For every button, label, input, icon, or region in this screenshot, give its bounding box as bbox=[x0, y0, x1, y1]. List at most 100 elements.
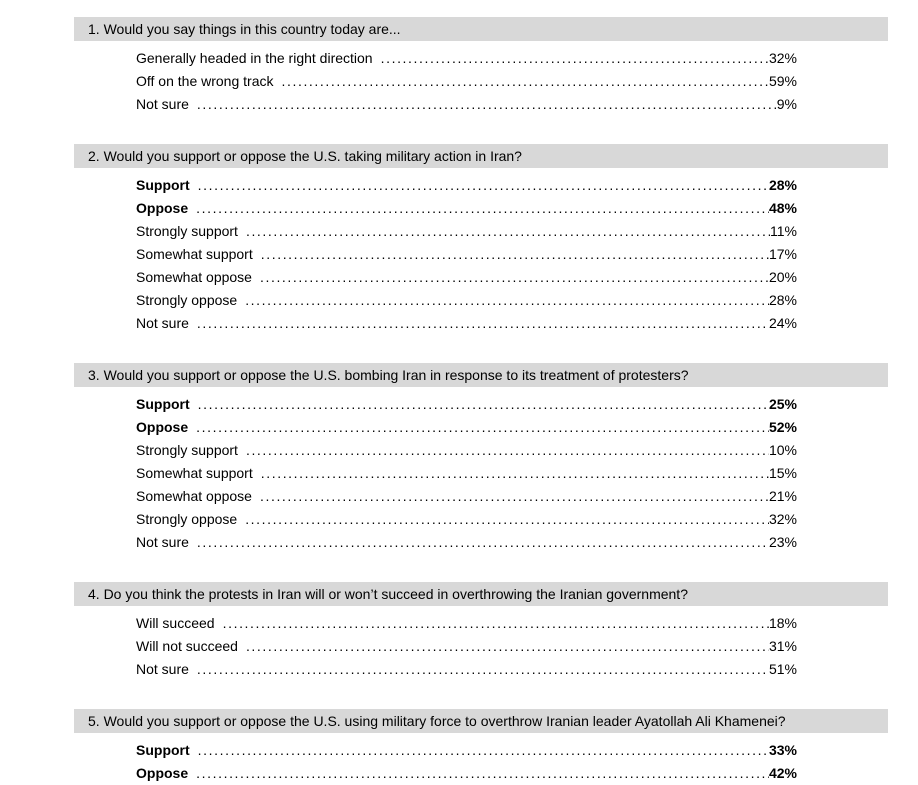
dot-leader bbox=[198, 174, 769, 197]
dot-leader bbox=[260, 266, 769, 289]
response-label: Strongly oppose bbox=[136, 511, 238, 527]
question-section: 3. Would you support or oppose the U.S. … bbox=[74, 363, 888, 554]
response-value: 24% bbox=[768, 315, 797, 331]
response-value: 23% bbox=[768, 534, 797, 550]
response-row: Somewhat support 17% bbox=[136, 243, 797, 266]
response-row: Support 28% bbox=[136, 174, 797, 197]
question-title: 2. Would you support or oppose the U.S. … bbox=[88, 148, 522, 164]
question-title: 5. Would you support or oppose the U.S. … bbox=[88, 713, 786, 729]
response-row: Not sure 51% bbox=[136, 658, 797, 681]
response-value: 20% bbox=[768, 269, 797, 285]
response-value: 9% bbox=[776, 96, 797, 112]
response-value: 10% bbox=[768, 442, 797, 458]
response-value: 18% bbox=[768, 615, 797, 631]
response-label: Oppose bbox=[136, 200, 189, 216]
dot-leader bbox=[196, 416, 769, 439]
response-row: Strongly oppose 28% bbox=[136, 289, 797, 312]
question-title: 3. Would you support or oppose the U.S. … bbox=[88, 367, 689, 383]
response-value: 25% bbox=[768, 396, 797, 412]
response-row: Will not succeed 31% bbox=[136, 635, 797, 658]
dot-leader bbox=[260, 485, 769, 508]
response-label: Oppose bbox=[136, 419, 189, 435]
dot-leader bbox=[246, 439, 769, 462]
response-value: 15% bbox=[768, 465, 797, 481]
response-label: Will succeed bbox=[136, 615, 215, 631]
response-value: 21% bbox=[768, 488, 797, 504]
dot-leader bbox=[198, 739, 769, 762]
response-label: Strongly oppose bbox=[136, 292, 238, 308]
question-header-bar: 5. Would you support or oppose the U.S. … bbox=[74, 709, 888, 733]
response-row: Off on the wrong track 59% bbox=[136, 70, 797, 93]
response-label: Not sure bbox=[136, 661, 189, 677]
response-row: Will succeed 18% bbox=[136, 612, 797, 635]
question-header-bar: 3. Would you support or oppose the U.S. … bbox=[74, 363, 888, 387]
response-label: Somewhat support bbox=[136, 465, 253, 481]
question-section: 1. Would you say things in this country … bbox=[74, 17, 888, 116]
response-value: 28% bbox=[768, 292, 797, 308]
response-row: Generally headed in the right direction … bbox=[136, 47, 797, 70]
response-row: Strongly support 11% bbox=[136, 220, 797, 243]
response-label: Will not succeed bbox=[136, 638, 238, 654]
question-section: 2. Would you support or oppose the U.S. … bbox=[74, 144, 888, 335]
response-label: Support bbox=[136, 742, 190, 758]
response-label: Somewhat support bbox=[136, 246, 253, 262]
response-label: Somewhat oppose bbox=[136, 488, 252, 504]
response-row: Not sure 23% bbox=[136, 531, 797, 554]
response-value: 11% bbox=[770, 223, 797, 239]
response-row: Oppose 42% bbox=[136, 762, 797, 785]
response-row: Somewhat oppose 21% bbox=[136, 485, 797, 508]
dot-leader bbox=[281, 70, 768, 93]
response-label: Not sure bbox=[136, 534, 189, 550]
response-list: Support 33% Oppose 42% bbox=[74, 733, 888, 785]
response-list: Generally headed in the right direction … bbox=[74, 41, 888, 116]
response-row: Not sure 24% bbox=[136, 312, 797, 335]
response-list: Support 28% Oppose 48% Strongly support … bbox=[74, 168, 888, 335]
response-list: Will succeed 18% Will not succeed 31% No… bbox=[74, 606, 888, 681]
response-row: Strongly support 10% bbox=[136, 439, 797, 462]
response-label: Not sure bbox=[136, 96, 189, 112]
dot-leader bbox=[197, 312, 769, 335]
dot-leader bbox=[197, 658, 769, 681]
question-section: 5. Would you support or oppose the U.S. … bbox=[74, 709, 888, 785]
response-row: Strongly oppose 32% bbox=[136, 508, 797, 531]
dot-leader bbox=[246, 220, 770, 243]
question-title: 1. Would you say things in this country … bbox=[88, 21, 401, 37]
dot-leader bbox=[197, 93, 777, 116]
question-header-bar: 2. Would you support or oppose the U.S. … bbox=[74, 144, 888, 168]
dot-leader bbox=[223, 612, 769, 635]
response-row: Somewhat support 15% bbox=[136, 462, 797, 485]
dot-leader bbox=[198, 393, 769, 416]
dot-leader bbox=[261, 462, 769, 485]
response-value: 28% bbox=[768, 177, 797, 193]
response-value: 31% bbox=[768, 638, 797, 654]
response-row: Not sure 9% bbox=[136, 93, 797, 116]
response-label: Oppose bbox=[136, 765, 189, 781]
dot-leader bbox=[245, 508, 769, 531]
response-label: Not sure bbox=[136, 315, 189, 331]
response-label: Off on the wrong track bbox=[136, 73, 274, 89]
question-list: 1. Would you say things in this country … bbox=[74, 17, 918, 785]
dot-leader bbox=[246, 635, 769, 658]
question-title: 4. Do you think the protests in Iran wil… bbox=[88, 586, 688, 602]
question-header-bar: 4. Do you think the protests in Iran wil… bbox=[74, 582, 888, 606]
response-label: Support bbox=[136, 177, 190, 193]
response-list: Support 25% Oppose 52% Strongly support … bbox=[74, 387, 888, 554]
response-label: Generally headed in the right direction bbox=[136, 50, 373, 66]
question-section: 4. Do you think the protests in Iran wil… bbox=[74, 582, 888, 681]
response-label: Strongly support bbox=[136, 442, 238, 458]
response-row: Support 33% bbox=[136, 739, 797, 762]
dot-leader bbox=[196, 197, 769, 220]
response-value: 51% bbox=[768, 661, 797, 677]
response-value: 59% bbox=[768, 73, 797, 89]
response-value: 17% bbox=[768, 246, 797, 262]
dot-leader bbox=[196, 762, 769, 785]
response-value: 48% bbox=[768, 200, 797, 216]
response-label: Support bbox=[136, 396, 190, 412]
response-label: Somewhat oppose bbox=[136, 269, 252, 285]
question-header-bar: 1. Would you say things in this country … bbox=[74, 17, 888, 41]
response-row: Somewhat oppose 20% bbox=[136, 266, 797, 289]
response-row: Oppose 48% bbox=[136, 197, 797, 220]
response-row: Support 25% bbox=[136, 393, 797, 416]
response-row: Oppose 52% bbox=[136, 416, 797, 439]
